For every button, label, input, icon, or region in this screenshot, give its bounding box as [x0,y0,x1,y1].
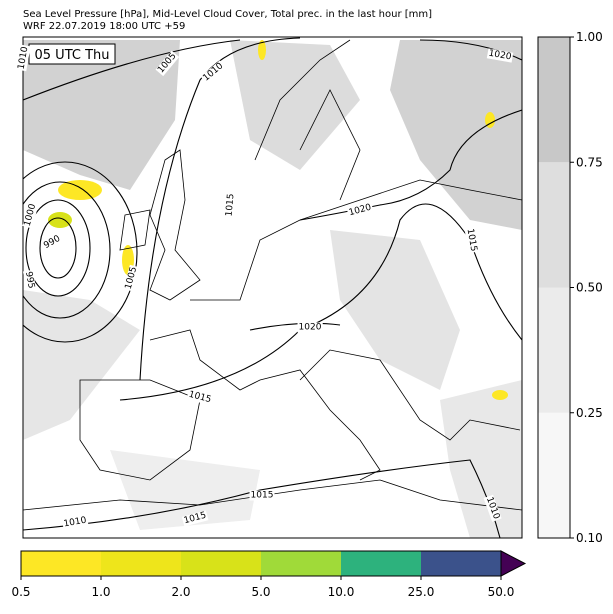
isobar-label: 1015 [251,491,274,501]
isobar-label: 1020 [488,49,513,63]
cloud-colorbar-tick-label: 0.50 [576,281,603,295]
isobar-label-bg [483,494,502,522]
isobar-label-bg [486,48,514,63]
isobar-label-bg [200,60,227,85]
precip-colorbar-tick-label: 2.0 [171,585,190,599]
isobar-label-bg [181,510,209,527]
precip-colorbar-extend [500,550,527,577]
cloud-areas [23,40,522,538]
cloud-colorbar-tick-label: 0.10 [576,531,603,545]
precip-colorbar-tick-label: 50.0 [488,585,515,599]
precip-colorbar-band [101,551,181,576]
isobar-label: 1015 [465,228,479,252]
isobar-label-bg [155,50,180,77]
cloud-colorbar-band [538,37,570,163]
precip-colorbar-band [261,551,341,576]
coastlines [23,39,522,511]
isobar-label-bg [346,202,374,219]
isobar-label-bg [186,389,214,406]
precip-colorbar-tick-label: 1.0 [91,585,110,599]
title-line-2: WRF 22.07.2019 18:00 UTC +59 [23,21,185,32]
precip-colorbar-band [341,551,421,576]
cloud-colorbar-band [538,287,570,413]
isobar-label-bg [16,44,31,72]
cloud-colorbar: 0.10 0.25 0.50 0.75 1.00 [537,30,603,545]
precip-colorbar-tick-label: 0.5 [11,585,30,599]
precip-colorbar: 0.5 1.0 2.0 5.0 10.0 25.0 50.0 [11,550,527,599]
isobar-label: 1020 [299,323,322,333]
isobar-label-bg [249,490,275,501]
title-line-1: Sea Level Pressure [hPa], Mid-Level Clou… [23,9,432,20]
cloud-colorbar-tick-label: 1.00 [576,30,603,44]
isobar-label-bg [464,226,479,254]
precip-colorbar-tick-label: 5.0 [251,585,270,599]
isobar-label-bg [61,515,89,530]
precip-colorbar-band [21,551,101,576]
isobar-label-bg [297,322,323,333]
cloud-colorbar-band [538,162,570,288]
isobar-label: 1015 [225,193,237,217]
precip-colorbar-tick-label: 10.0 [328,585,355,599]
isobar-label: 995 [23,271,36,290]
cloud-colorbar-tick-label: 0.75 [576,155,603,169]
isobar-label-bg [22,269,37,291]
precip-colorbar-band [181,551,261,576]
cloud-colorbar-tick-label: 0.25 [576,406,603,420]
isobar-label-bg [123,264,140,292]
isobar-label: 1010 [17,46,31,71]
isobar-label-bg [22,201,39,229]
isobars [23,37,522,538]
precip-colorbar-tick-label: 25.0 [408,585,435,599]
precip-areas [48,40,508,400]
time-label: 05 UTC Thu [35,48,110,63]
isobar-label-bg [224,192,237,218]
isobar-label: 1010 [63,516,88,530]
precip-colorbar-band [421,551,501,576]
cloud-colorbar-band [538,412,570,538]
isobar-label-bg [41,233,64,252]
